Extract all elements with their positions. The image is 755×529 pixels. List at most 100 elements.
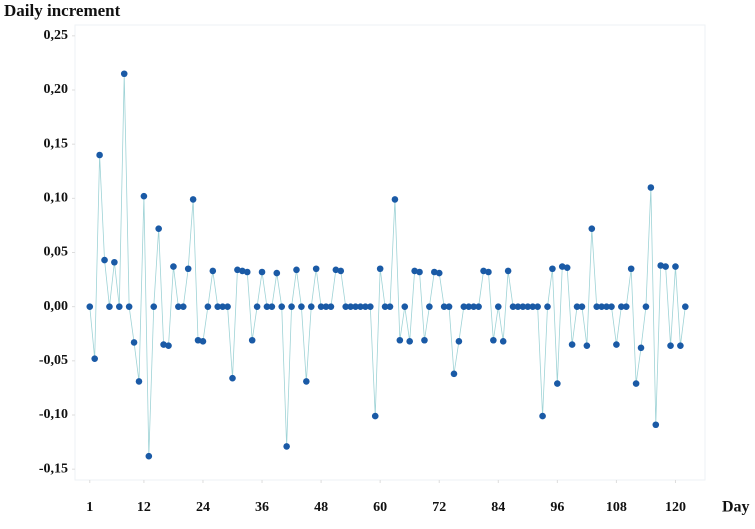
data-point <box>135 378 143 385</box>
x-tick-label: 48 <box>314 500 328 515</box>
data-point <box>554 380 561 387</box>
data-point <box>568 341 576 348</box>
data-point <box>165 342 172 349</box>
x-tick-label: 1 <box>86 500 93 515</box>
y-tick-label: 0,00 <box>44 299 69 314</box>
data-point <box>682 303 689 310</box>
data-point <box>352 303 359 310</box>
y-tick-label: -0,05 <box>39 353 68 368</box>
data-point <box>608 303 615 310</box>
y-tick-label: -0,15 <box>39 461 68 476</box>
x-tick-label: 36 <box>255 500 269 515</box>
data-point <box>598 303 605 310</box>
data-point <box>632 380 640 387</box>
y-tick-label: 0,20 <box>44 82 69 97</box>
x-tick-label: 24 <box>196 500 210 515</box>
data-point <box>485 268 492 276</box>
data-point <box>175 303 182 310</box>
x-tick-label: 60 <box>373 500 387 515</box>
data-point <box>106 303 113 310</box>
data-point <box>416 268 423 276</box>
y-tick-label: 0,15 <box>44 136 69 151</box>
data-point <box>155 225 162 232</box>
data-point <box>332 266 340 274</box>
data-point <box>593 303 601 310</box>
data-point <box>194 336 202 344</box>
x-axis-label: Day <box>722 499 750 516</box>
data-point <box>514 303 522 310</box>
data-point <box>652 421 660 429</box>
data-point <box>672 263 679 270</box>
data-point <box>357 303 364 310</box>
data-point <box>509 303 517 310</box>
data-point <box>253 303 261 310</box>
data-point <box>549 265 556 273</box>
data-point <box>426 303 433 310</box>
data-point <box>519 303 527 310</box>
data-point <box>381 303 389 310</box>
data-point <box>303 378 310 385</box>
data-point <box>603 303 610 310</box>
data-point <box>312 265 320 273</box>
data-point <box>455 338 463 345</box>
data-point <box>504 267 512 275</box>
data-point <box>317 303 325 310</box>
data-point <box>204 303 212 310</box>
data-point <box>96 151 103 159</box>
data-point <box>239 267 246 275</box>
data-point <box>327 303 335 310</box>
x-tick-label: 96 <box>550 500 564 515</box>
data-point <box>283 443 290 450</box>
data-point <box>401 303 409 310</box>
data-point <box>214 303 222 310</box>
data-point <box>524 303 532 310</box>
data-point <box>470 303 477 310</box>
data-point <box>627 265 635 273</box>
data-point <box>234 266 241 274</box>
data-point <box>647 184 655 191</box>
data-point <box>145 452 153 460</box>
data-point <box>337 267 345 275</box>
data-point <box>544 303 551 310</box>
data-point <box>618 303 625 310</box>
data-point <box>430 268 438 276</box>
data-point <box>411 267 418 275</box>
x-tick-label: 72 <box>432 500 446 515</box>
data-point <box>243 268 251 276</box>
data-point <box>563 264 571 271</box>
data-point <box>101 256 108 264</box>
data-point <box>396 336 404 344</box>
data-point <box>307 303 315 310</box>
data-point <box>588 225 596 232</box>
data-point <box>347 303 354 310</box>
data-line <box>89 73 686 457</box>
data-point <box>268 303 276 310</box>
data-point <box>578 303 586 310</box>
data-point <box>150 303 158 310</box>
data-point <box>677 342 684 349</box>
data-point <box>298 303 305 310</box>
data-point <box>199 338 207 345</box>
data-point <box>189 196 197 203</box>
data-point <box>111 258 118 266</box>
data-point <box>391 196 399 203</box>
data-point <box>288 303 295 310</box>
data-point <box>293 266 300 274</box>
data-point <box>170 263 177 270</box>
data-point <box>573 303 581 310</box>
data-point <box>278 303 286 310</box>
data-point <box>362 303 369 310</box>
data-point <box>367 303 374 310</box>
data-point <box>258 268 266 276</box>
data-point <box>91 355 98 362</box>
data-point <box>450 370 458 378</box>
data-point <box>490 336 497 344</box>
plot-frame <box>74 24 706 481</box>
data-point <box>115 303 123 310</box>
y-tick-label: 0,25 <box>44 28 69 43</box>
data-point <box>534 303 541 310</box>
data-point <box>376 265 384 273</box>
data-point <box>494 303 502 310</box>
